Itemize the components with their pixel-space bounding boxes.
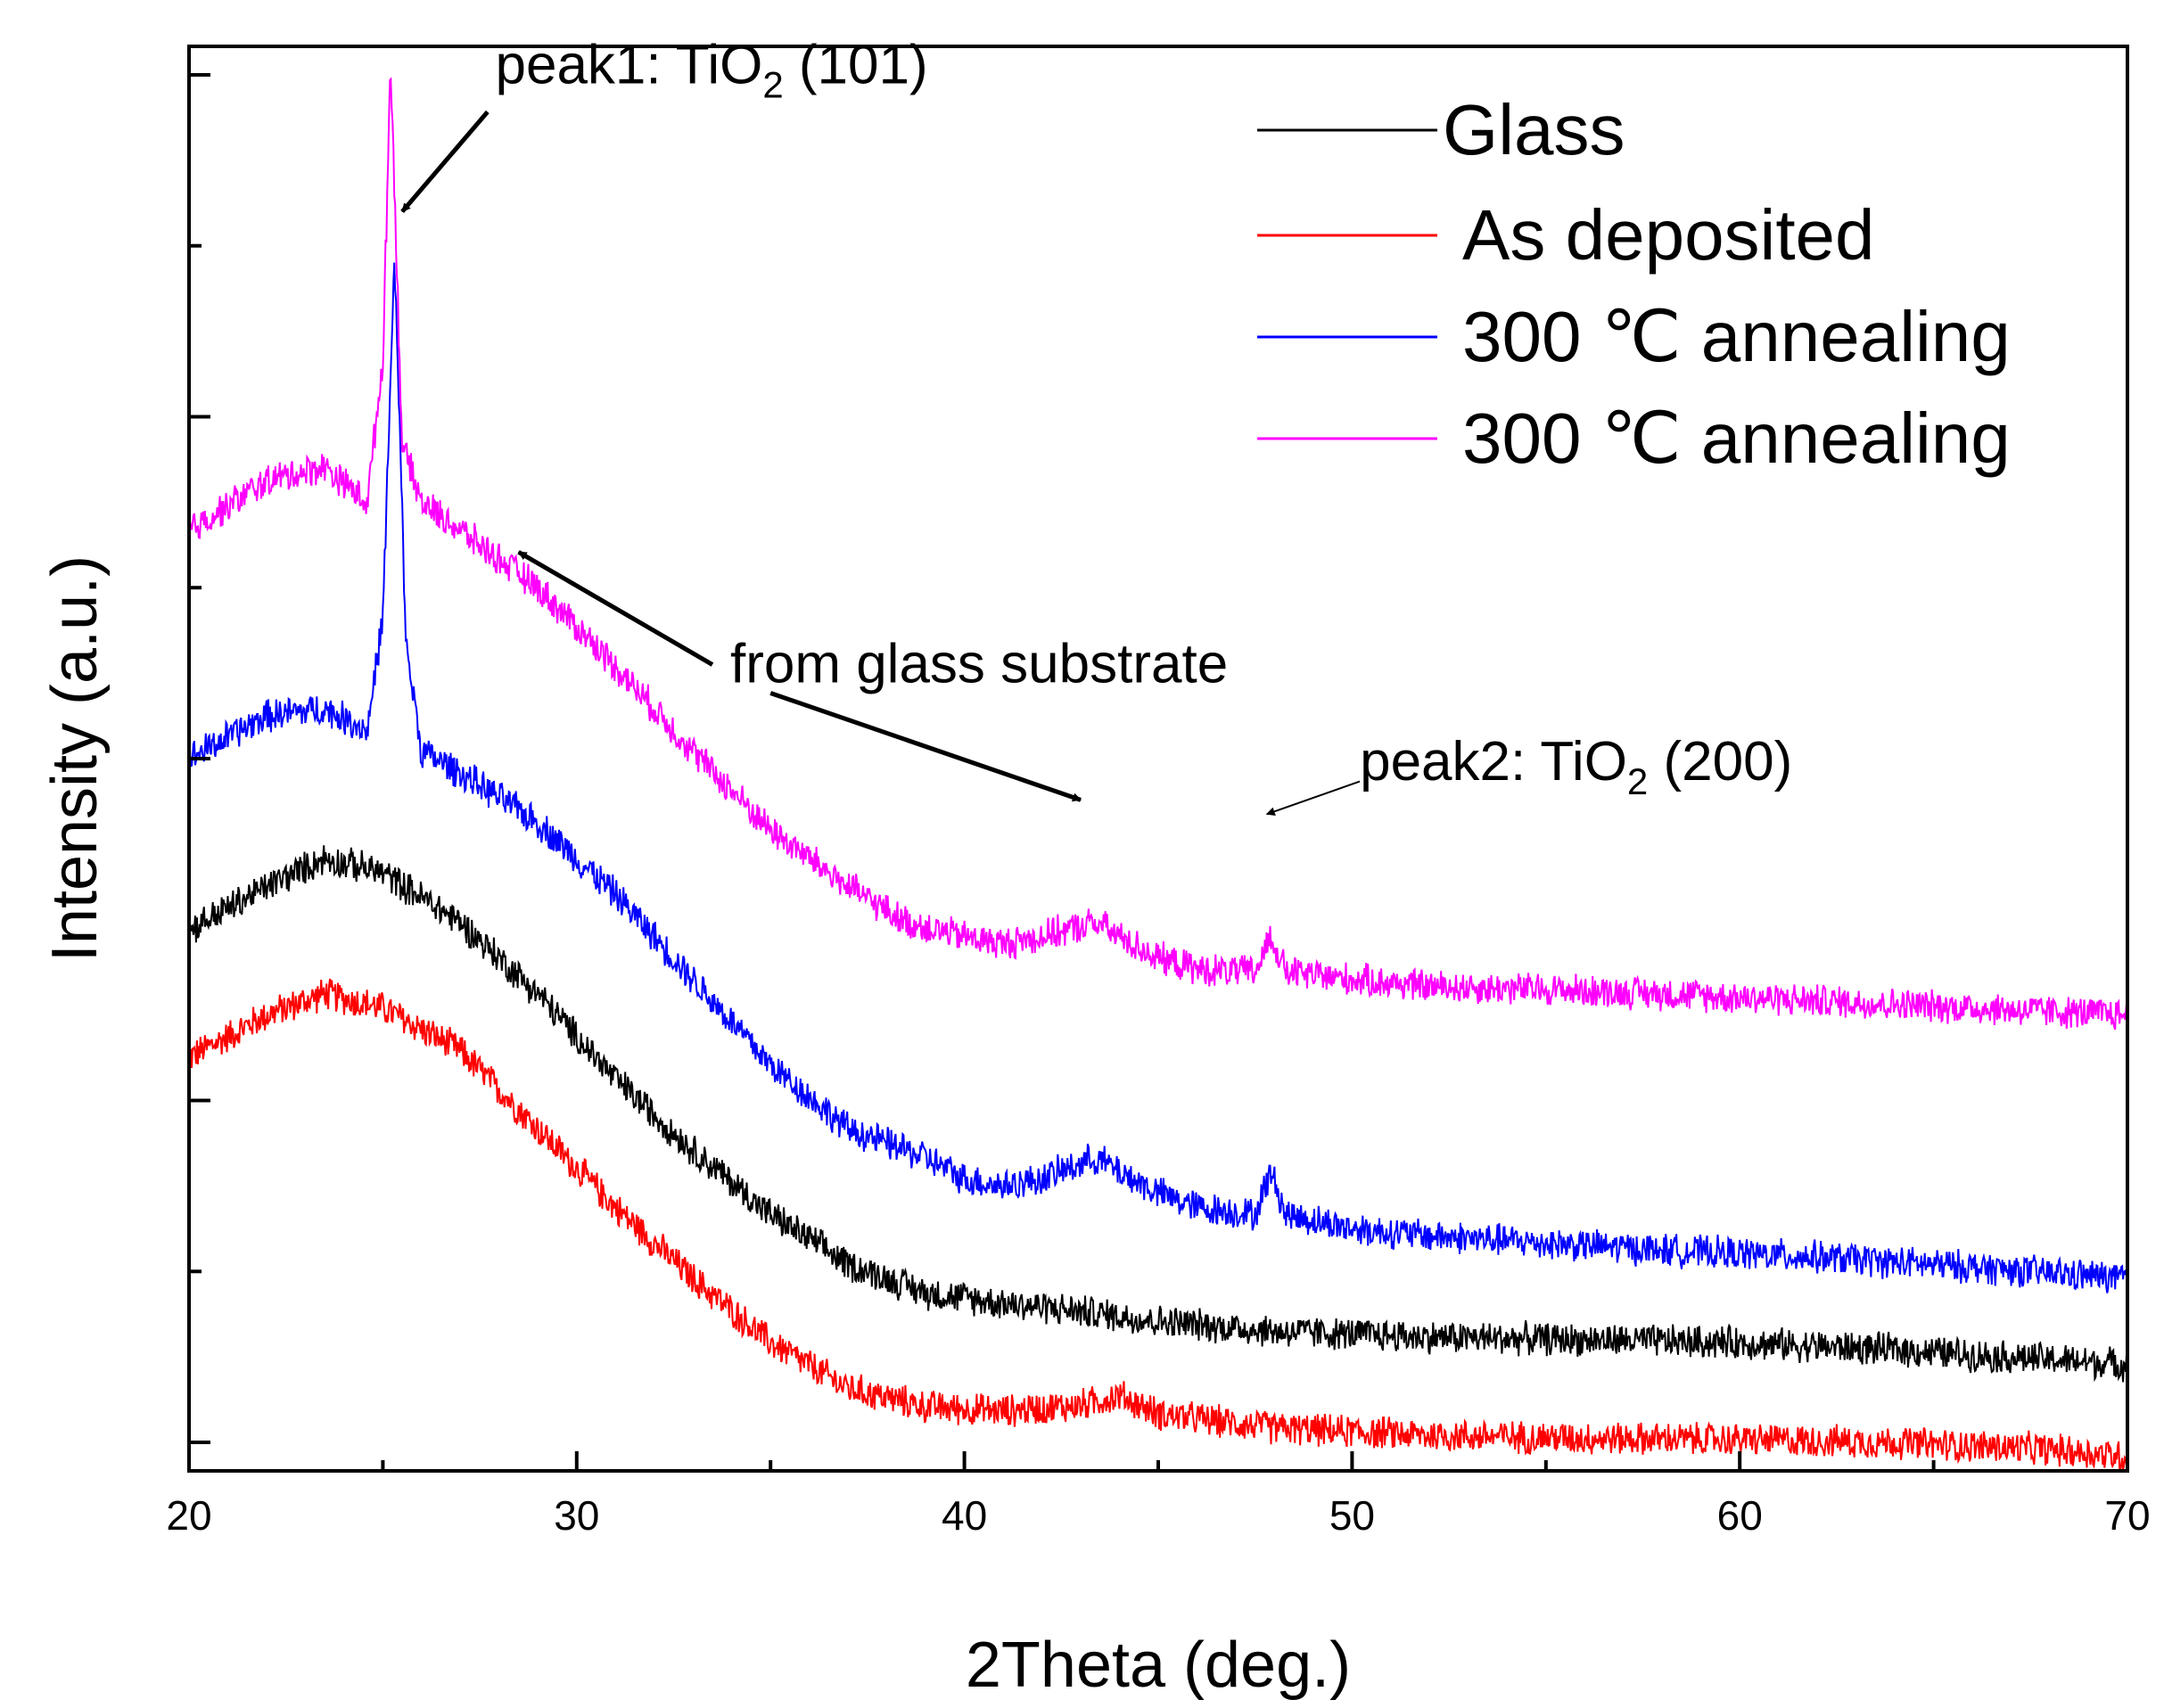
legend-label: As deposited [1462, 195, 1875, 275]
x-tick-label: 40 [942, 1492, 987, 1539]
legend-label: 300 ℃ annealing [1462, 398, 2011, 478]
series-layer [189, 77, 2127, 1471]
annotation-arrow [517, 550, 714, 667]
x-tick-label: 70 [2104, 1492, 2150, 1539]
annotation-peak2: peak2: TiO2 (200) [1360, 731, 1792, 802]
x-tick-label: 30 [554, 1492, 599, 1539]
x-tick-label: 20 [166, 1492, 211, 1539]
series-line-3 [189, 77, 2127, 1031]
x-tick-label: 60 [1717, 1492, 1763, 1539]
x-axis-title: 2Theta (deg.) [966, 1630, 1351, 1701]
series-line-1 [189, 978, 2127, 1471]
series-line-2 [189, 262, 2127, 1293]
x-tick-label: 50 [1329, 1492, 1375, 1539]
legend: Glass As deposited 300 ℃ annealing 300 ℃ an… [1257, 90, 2011, 478]
axes-layer: 20 30 40 50 60 70 [166, 45, 2151, 1539]
y-axis-title: Intensity (a.u.) [39, 555, 111, 962]
legend-label: 300 ℃ annealing [1462, 297, 2011, 376]
annotation-arrow [769, 691, 1082, 802]
legend-label: Glass [1443, 90, 1625, 169]
annotation-layer: peak1: TiO2 (101)from glass substratepea… [400, 35, 1792, 817]
annotation-arrow [1265, 780, 1361, 817]
annotation-arrow [400, 110, 490, 213]
series-line-0 [189, 845, 2127, 1383]
annotation-glass-substrate: from glass substrate [730, 634, 1228, 695]
